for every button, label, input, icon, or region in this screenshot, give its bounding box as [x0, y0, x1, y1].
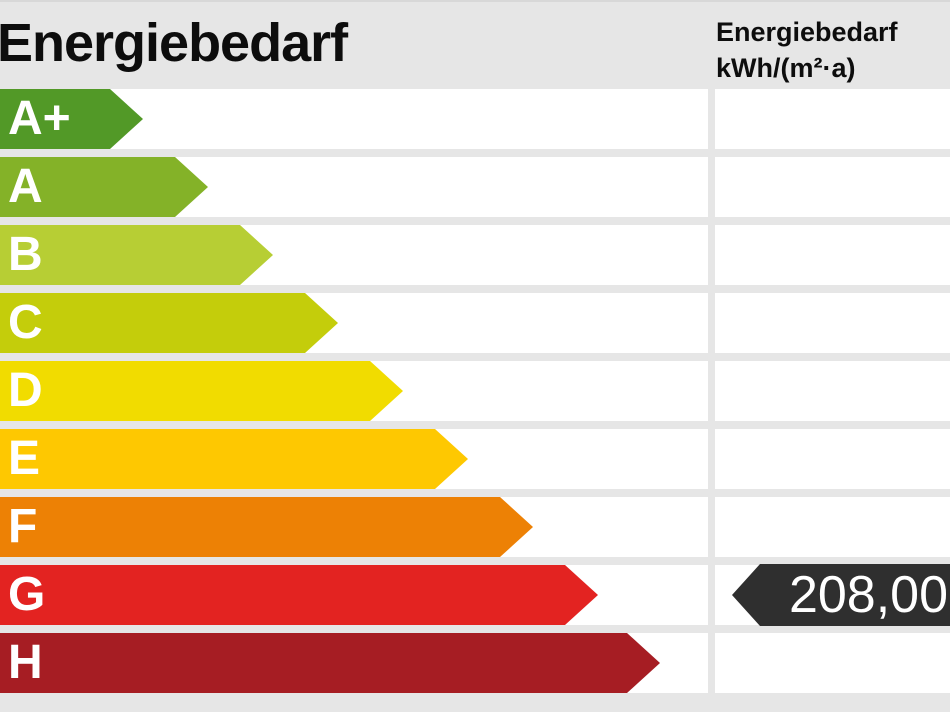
value-cell — [715, 633, 950, 693]
grade-arrow-C — [0, 293, 338, 353]
grade-arrow-H — [0, 633, 660, 693]
scale-row-F: F — [0, 497, 950, 557]
unit-label-line1: Energiebedarf — [716, 17, 898, 47]
scale-row-H: H — [0, 633, 950, 693]
scale-row-A: A — [0, 157, 950, 217]
value-cell — [715, 429, 950, 489]
grade-letter: G — [8, 568, 46, 621]
value-cell — [715, 157, 950, 217]
grade-letter: E — [8, 432, 41, 485]
grade-letter: H — [8, 636, 43, 689]
grade-letter: C — [8, 296, 43, 349]
grade-letter: A — [8, 160, 43, 213]
unit-label-line2: kWh/(m²·a) — [716, 53, 856, 83]
unit-label: Energiebedarf kWh/(m²·a) — [716, 14, 898, 86]
grade-arrow-G — [0, 565, 598, 625]
grade-letter: B — [8, 228, 43, 281]
scale-row-D: D — [0, 361, 950, 421]
value-cell — [715, 293, 950, 353]
grade-arrow-E — [0, 429, 468, 489]
value-marker: 208,00 — [732, 564, 950, 626]
value-marker-text: 208,00 — [788, 566, 948, 624]
grade-arrow-B — [0, 225, 273, 285]
page-title: Energiebedarf — [0, 13, 348, 73]
top-border — [0, 0, 950, 2]
grade-letter: F — [8, 500, 38, 553]
scale-row-C: C — [0, 293, 950, 353]
grade-arrow-A — [0, 157, 208, 217]
value-cell — [715, 361, 950, 421]
grade-letter: D — [8, 364, 43, 417]
scale-row-B: B — [0, 225, 950, 285]
grade-letter: A+ — [8, 92, 71, 145]
value-cell — [715, 89, 950, 149]
grade-arrow-A+ — [0, 89, 143, 149]
value-marker-arrow — [732, 564, 950, 626]
value-cell: 208,00 — [715, 564, 950, 626]
scale-row-E: E — [0, 429, 950, 489]
grade-arrow-F — [0, 497, 533, 557]
scale-row-G: 208,00 G — [0, 564, 950, 626]
grade-arrow-D — [0, 361, 403, 421]
value-cell — [715, 497, 950, 557]
value-cell — [715, 225, 950, 285]
scale-row-A+: A+ — [0, 89, 950, 149]
